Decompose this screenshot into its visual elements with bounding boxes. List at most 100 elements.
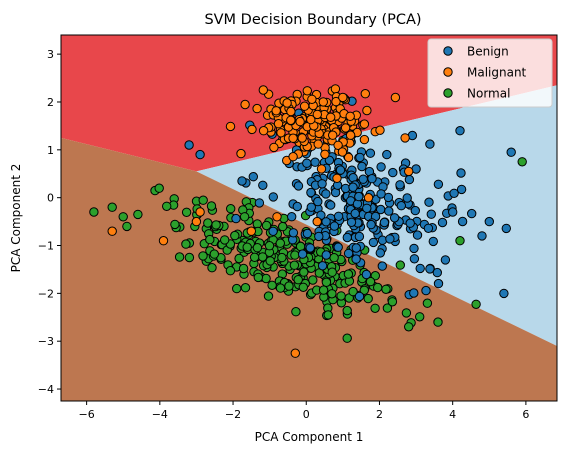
data-point [265,256,275,266]
data-point [154,183,164,193]
data-point [390,92,401,103]
data-point [305,243,315,253]
data-point [337,147,348,157]
data-point [402,193,412,203]
data-point [455,126,465,136]
x-tick-label: −6 [79,408,95,421]
data-point [278,221,288,232]
x-axis-ticks: −6 −4 −2 0 2 4 6 [79,401,529,421]
data-point [405,218,415,228]
data-point [381,284,391,294]
data-point [456,168,466,178]
data-point [389,213,400,223]
data-point [335,165,346,175]
data-point [422,298,433,308]
data-point [332,173,342,184]
data-point [277,252,287,263]
data-point [359,285,369,295]
data-point [377,261,387,271]
data-point [286,106,296,117]
data-point [395,180,405,190]
y-tick-label: 1 [47,144,54,157]
data-point [354,291,365,302]
data-point [284,281,294,291]
data-point [333,140,343,151]
data-point [306,202,316,212]
data-point [314,231,324,242]
data-point [336,291,346,301]
data-point [209,249,220,259]
data-point [247,124,257,135]
data-point [409,243,419,254]
y-axis-ticks: −4 −3 −2 −1 0 1 2 3 [38,48,61,396]
data-point [317,179,327,189]
data-point [433,317,443,327]
data-point [238,263,249,274]
data-point [231,213,241,224]
x-tick-label: −4 [152,408,168,421]
data-point [362,105,372,116]
data-point [207,263,217,273]
data-point [331,96,341,107]
plot-area [60,34,558,402]
data-point [375,125,385,135]
data-point [395,260,405,270]
data-point [358,174,368,184]
data-point [396,201,406,211]
x-tick-label: 2 [376,408,383,421]
data-point [321,189,331,199]
data-point [275,283,286,293]
data-point [421,285,431,296]
data-point [261,273,271,284]
data-point [423,223,434,234]
data-point [415,312,425,322]
data-point [252,243,263,253]
data-point [342,333,352,343]
data-point [350,208,360,219]
data-point [195,207,205,217]
data-point [382,149,392,160]
data-point [318,97,328,107]
data-point [258,85,268,95]
data-point [297,133,307,143]
data-point [348,286,358,297]
x-tick-label: 0 [303,408,310,421]
data-point [329,253,339,263]
data-point [424,197,434,207]
data-point [246,226,257,236]
data-point [122,221,132,232]
y-axis-label: PCA Component 2 [9,164,23,273]
data-point [302,86,312,96]
data-point [467,208,477,219]
data-point [362,203,372,214]
y-tick-label: 3 [47,48,54,61]
data-point [252,103,262,114]
data-point [321,250,331,260]
data-point [376,204,386,215]
legend-box [427,38,553,108]
data-point [448,207,458,217]
data-point [299,267,309,277]
data-point [484,216,494,227]
data-point [367,174,377,184]
data-point [506,147,516,157]
data-point [363,293,373,304]
plot-frame [60,34,558,402]
data-point [299,101,310,111]
legend: Benign Malignant Normal [427,38,553,108]
data-point [276,128,286,138]
legend-label: Malignant [467,66,527,80]
data-point [477,231,487,241]
data-point [290,250,300,260]
data-point [342,305,352,316]
data-point [345,130,356,140]
data-point [297,249,308,259]
data-point [181,239,191,249]
data-point [240,283,251,293]
data-point [313,196,323,207]
data-point [288,228,299,238]
data-point [440,255,451,265]
data-point [370,303,380,313]
data-point [317,261,328,271]
